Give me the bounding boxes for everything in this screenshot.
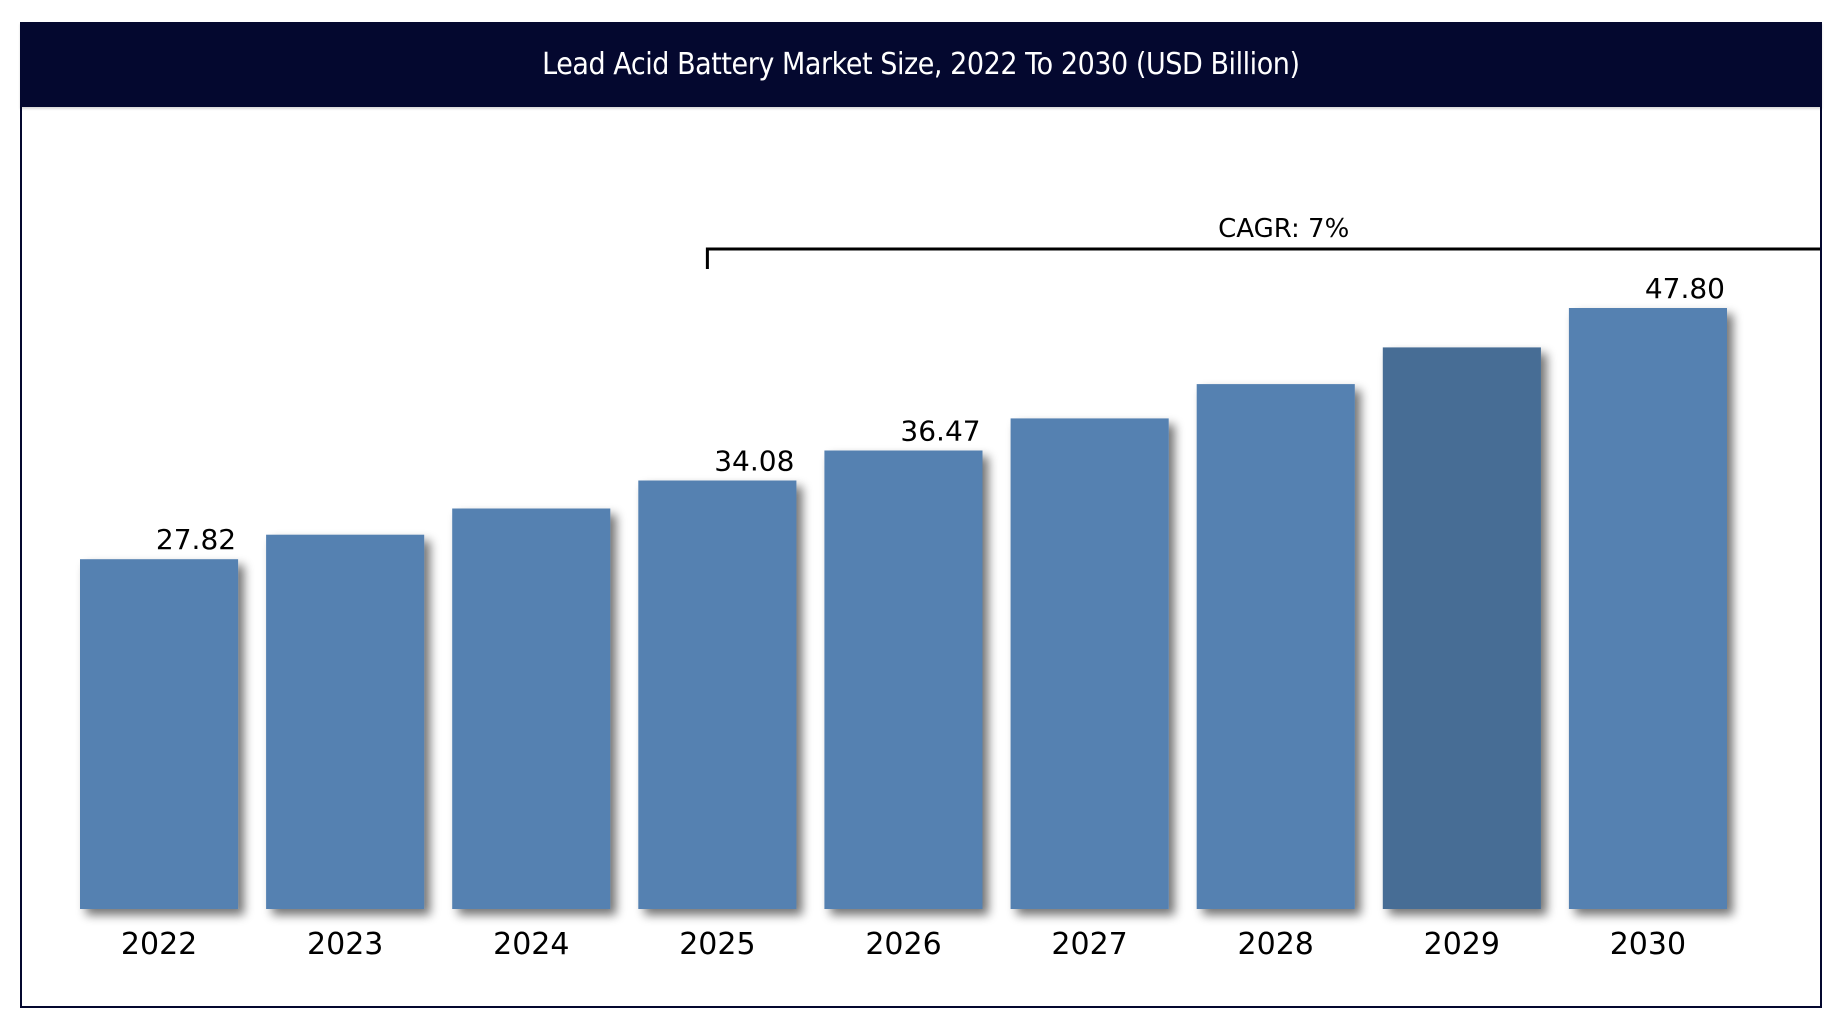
category-labels-group: 2022 2023 2024 2025 2026 2027 2028 2029 2030 [121,927,1686,962]
value-label-2026: 36.47 [900,415,980,448]
bars-group [80,308,1727,910]
category-label-2028: 2028 [1238,927,1314,962]
category-label-2026: 2026 [865,927,941,962]
value-label-2025: 34.08 [714,445,794,478]
category-label-2022: 2022 [121,927,197,962]
bar-2022 [80,559,239,909]
cagr-annotation: CAGR: 7% [705,214,1820,269]
category-label-2029: 2029 [1424,927,1500,962]
bar-2028 [1196,384,1355,910]
chart-title-bar: Lead Acid Battery Market Size, 2022 To 2… [20,22,1822,107]
bar-2027 [1010,418,1169,909]
value-labels-group: 27.82 34.08 36.47 47.80 [156,272,1725,556]
cagr-bracket [705,247,1820,269]
bar-2024 [452,508,611,909]
bar-2026 [824,450,983,909]
category-label-2027: 2027 [1051,927,1127,962]
bar-2030 [1568,308,1727,909]
value-label-2030: 47.80 [1645,272,1725,305]
bar-2029 [1382,347,1541,909]
category-label-2024: 2024 [493,927,569,962]
category-label-2025: 2025 [679,927,755,962]
value-label-2022: 27.82 [156,523,236,556]
chart-title: Lead Acid Battery Market Size, 2022 To 2… [542,47,1300,82]
bar-2025 [638,480,797,909]
cagr-label: CAGR: 7% [1218,214,1349,244]
bar-2023 [266,534,425,909]
category-label-2023: 2023 [307,927,383,962]
category-label-2030: 2030 [1610,927,1686,962]
